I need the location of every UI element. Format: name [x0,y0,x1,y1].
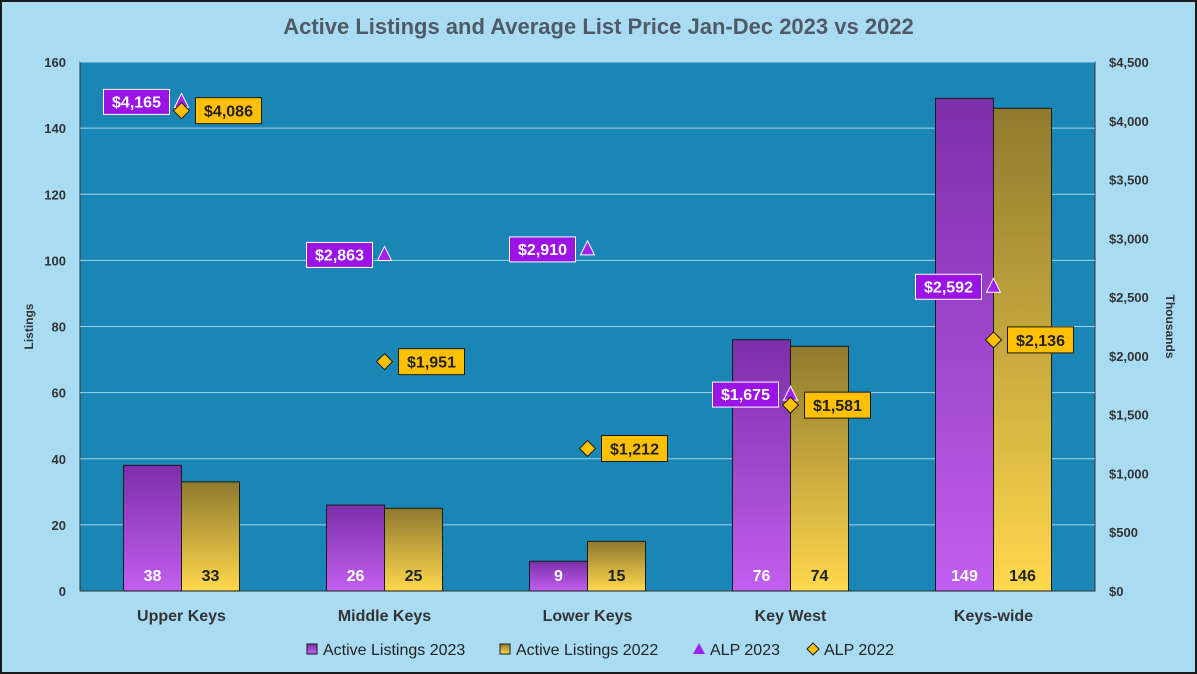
legend-swatch [693,643,705,654]
alp-2023-callout [712,381,779,408]
y2-axis-title: Thousands [1163,294,1177,358]
alp-2022-label: $4,086 [204,104,253,121]
bar-value-label: 15 [608,568,626,585]
y-tick-label: 0 [59,584,66,599]
bar-value-label: 149 [951,568,978,585]
alp-2022-callout [195,97,262,125]
alp-2022-callout [1007,326,1074,354]
alp-2022-marker [781,396,800,414]
bar [181,481,240,592]
y-tick-label: 40 [52,452,66,467]
category-label: Key West [755,608,827,625]
legend-swatch [806,642,820,656]
bar-value-label: 26 [347,568,365,585]
y2-tick-label: $4,500 [1109,55,1149,70]
alp-2023-callout [509,236,576,263]
alp-2022-callout [601,435,668,463]
alp-2022-callout [398,348,465,376]
alp-2022-label: $1,212 [610,442,659,459]
bar [587,540,646,592]
y-tick-label: 80 [52,320,66,335]
y2-tick-label: $4,000 [1109,114,1149,129]
bar-value-label: 33 [202,568,220,585]
alp-2023-callout [306,241,373,268]
y-tick-label: 140 [44,121,66,136]
bar-value-label: 146 [1009,568,1036,585]
y2-tick-label: $3,500 [1109,173,1149,188]
bar [935,97,994,592]
alp-2023-marker [376,245,393,261]
alp-2023-label: $2,863 [315,247,364,264]
bar [384,507,443,592]
bar-value-label: 9 [554,568,563,585]
bar-value-label: 76 [753,568,771,585]
legend-swatch [306,643,318,655]
y-tick-label: 60 [52,386,66,401]
bar [123,464,182,592]
bar [326,504,385,592]
y-axis-title: Listings [22,303,36,349]
legend-label: Active Listings 2022 [516,642,658,659]
y-tick-label: 120 [44,187,66,202]
alp-2022-label: $1,951 [407,355,456,372]
y-tick-label: 160 [44,55,66,70]
y-tick-label: 20 [52,518,66,533]
alp-2023-callout [915,273,982,300]
y2-tick-label: $0 [1109,584,1123,599]
alp-2022-marker [984,331,1003,349]
category-label: Lower Keys [543,608,633,625]
legend-label: Active Listings 2023 [323,642,465,659]
alp-2023-label: $1,675 [721,387,770,404]
alp-2022-callout [804,391,871,419]
alp-2022-marker [172,101,191,120]
y2-tick-label: $500 [1109,525,1138,540]
bar-value-label: 38 [144,568,162,585]
y2-tick-label: $1,000 [1109,466,1149,481]
y2-tick-label: $1,500 [1109,408,1149,423]
y2-tick-label: $2,500 [1109,290,1149,305]
alp-2023-marker [579,239,596,256]
bar-value-label: 74 [811,568,829,585]
alp-2022-label: $2,136 [1016,333,1065,350]
bar [732,339,791,592]
alp-2022-marker [578,439,597,458]
alp-2023-callout [103,88,170,115]
bar-value-label: 25 [405,568,423,585]
y-tick-label: 100 [44,253,66,268]
alp-2023-label: $2,592 [924,279,973,296]
y2-tick-label: $2,000 [1109,349,1149,364]
category-label: Upper Keys [137,608,226,625]
legend-swatch [499,643,511,655]
category-label: Keys-wide [954,608,1033,625]
chart-title: Active Listings and Average List Price J… [283,14,914,39]
alp-2023-label: $2,910 [518,242,567,259]
alp-2022-marker [375,352,394,371]
alp-2023-label: $4,165 [112,94,161,111]
legend-label: ALP 2022 [824,642,894,659]
alp-2023-marker [985,277,1002,293]
y2-tick-label: $3,000 [1109,231,1149,246]
category-label: Middle Keys [338,608,431,625]
legend-label: ALP 2023 [710,642,780,659]
alp-2022-label: $1,581 [813,398,862,415]
bar [529,560,588,592]
bar [790,345,849,592]
